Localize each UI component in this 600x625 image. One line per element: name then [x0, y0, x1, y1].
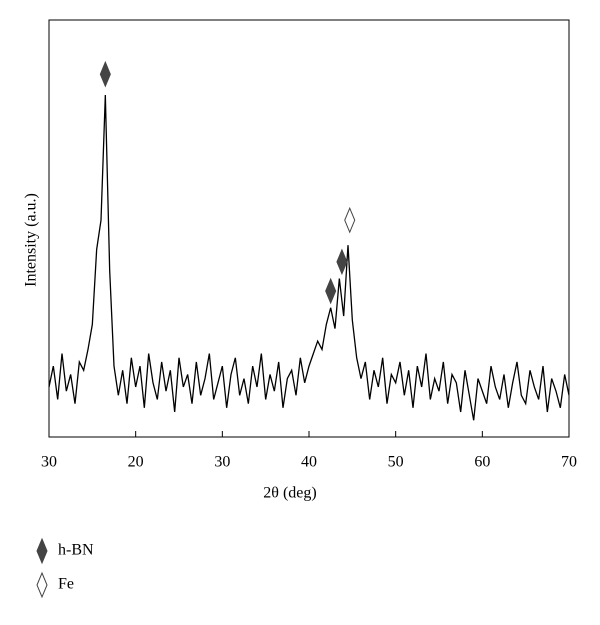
- peak-marker: [344, 206, 356, 234]
- x-axis-label: 2θ (deg): [263, 485, 316, 502]
- peak-marker: [336, 248, 348, 276]
- x-tick-label: 50: [388, 454, 404, 471]
- legend-marker: [36, 571, 48, 599]
- plot-frame: [48, 19, 570, 438]
- x-tick-label: 70: [561, 454, 577, 471]
- legend-marker: [36, 537, 48, 565]
- peak-marker: [325, 277, 337, 305]
- x-tick-label: 30: [41, 454, 57, 471]
- x-tick-label: 30: [214, 454, 230, 471]
- legend-label: Fe: [58, 576, 74, 593]
- legend-label: h-BN: [58, 542, 94, 559]
- x-tick-label: 60: [474, 454, 490, 471]
- data-line: [48, 95, 570, 421]
- y-axis-label: Intensity (a.u.): [23, 193, 40, 287]
- x-tick-label: 20: [128, 454, 144, 471]
- peak-marker: [99, 60, 111, 88]
- x-tick-label: 40: [301, 454, 317, 471]
